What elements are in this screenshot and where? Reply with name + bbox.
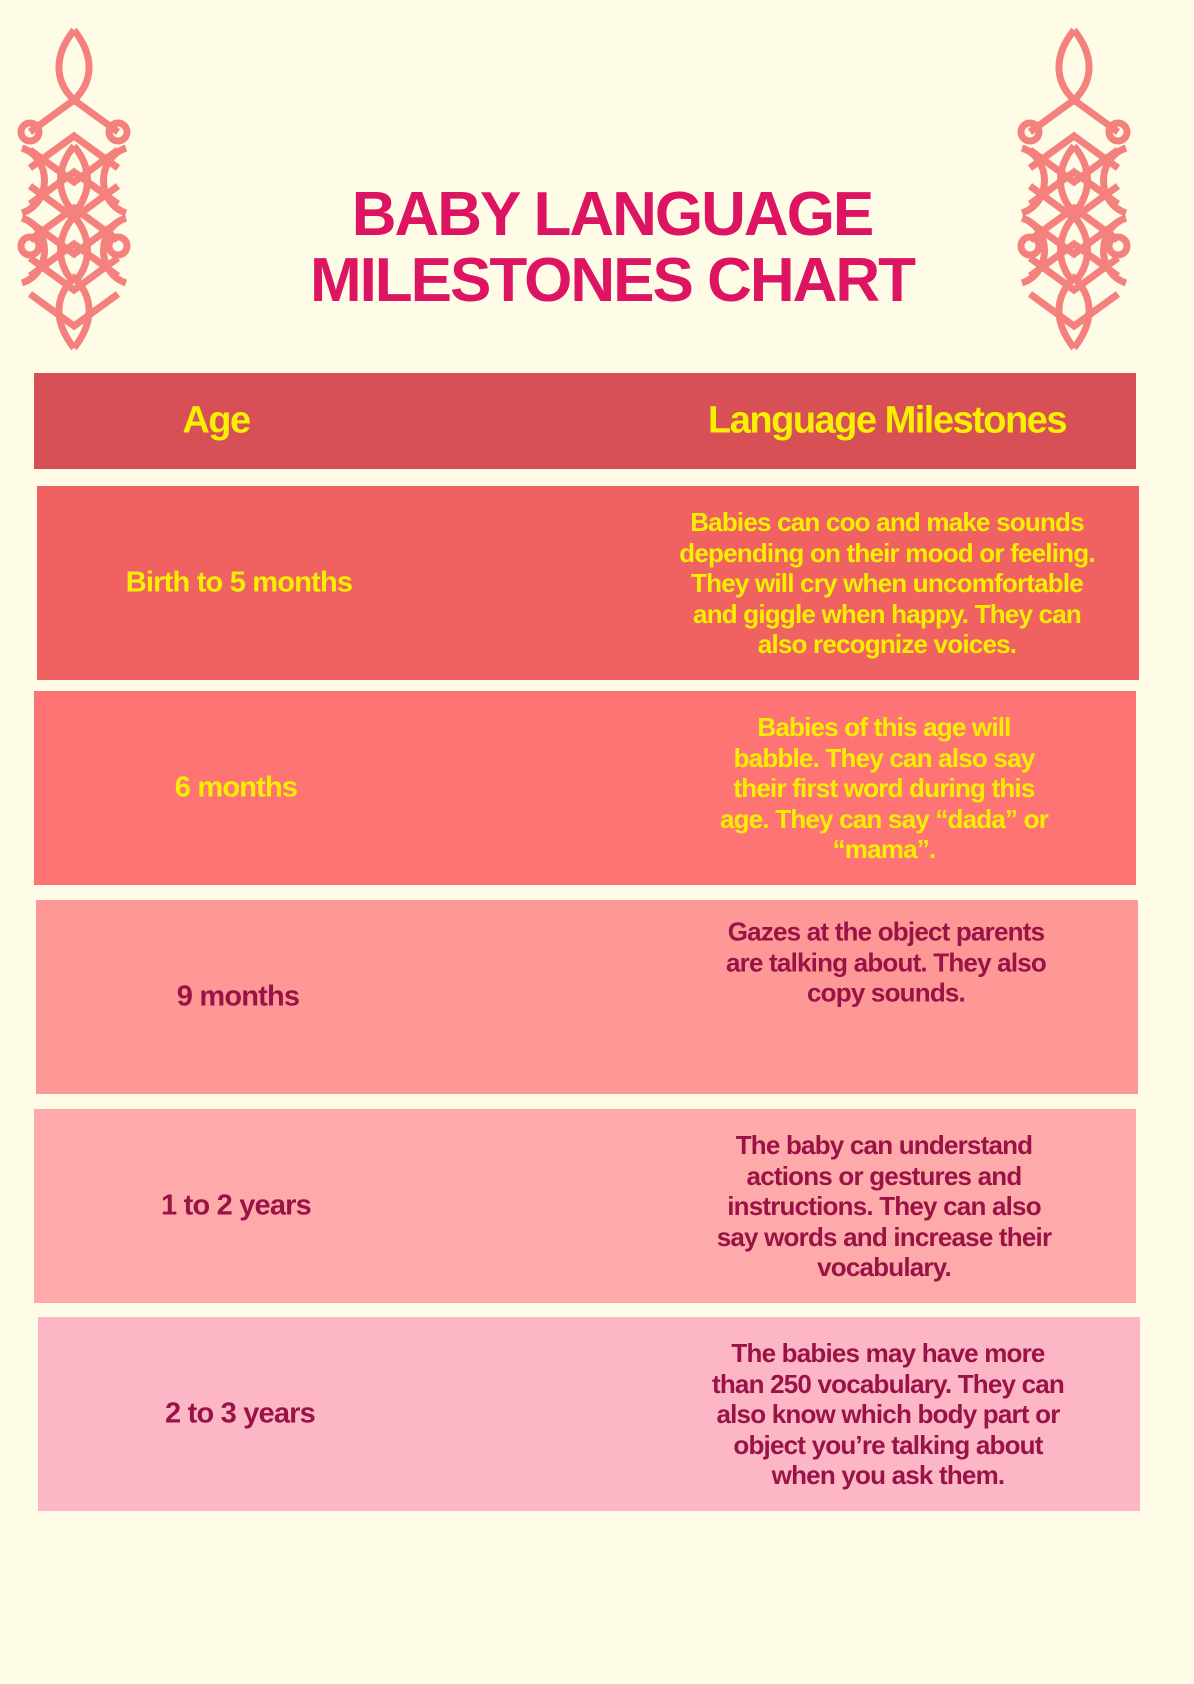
title-line-1: BABY LANGUAGE [351,180,875,249]
title-line-2: MILESTONES CHART [309,246,916,315]
table-row: 1 to 2 years The baby can understand act… [34,1109,1136,1303]
age-column-header: Age [182,399,251,442]
celtic-knot-ornament-left-icon [17,28,131,350]
milestone-cell: Babies can coo and make sounds depending… [679,506,1095,659]
age-cell: 2 to 3 years [165,1397,316,1430]
milestone-cell: The baby can understand actions or gestu… [716,1129,1052,1282]
age-cell: Birth to 5 months [125,566,353,599]
age-cell: 9 months [176,980,300,1013]
milestone-cell: Babies of this age will babble. They can… [719,711,1049,864]
table-row: 2 to 3 years The babies may have more th… [38,1317,1140,1511]
milestone-cell: The babies may have more than 250 vocabu… [711,1337,1065,1490]
page-title: BABY LANGUAGE MILESTONES CHART [0,182,1194,314]
table-row: 9 months Gazes at the object parents are… [36,900,1138,1094]
age-cell: 6 months [174,771,298,804]
table-row: Birth to 5 months Babies can coo and mak… [37,486,1139,680]
table-header: Age Language Milestones [34,373,1136,469]
table-row: 6 months Babies of this age will babble.… [34,691,1136,885]
age-cell: 1 to 2 years [161,1189,312,1222]
milestones-column-header: Language Milestones [708,399,1067,442]
milestone-cell: Gazes at the object parents are talking … [725,916,1047,1008]
celtic-knot-ornament-right-icon [1017,28,1131,350]
